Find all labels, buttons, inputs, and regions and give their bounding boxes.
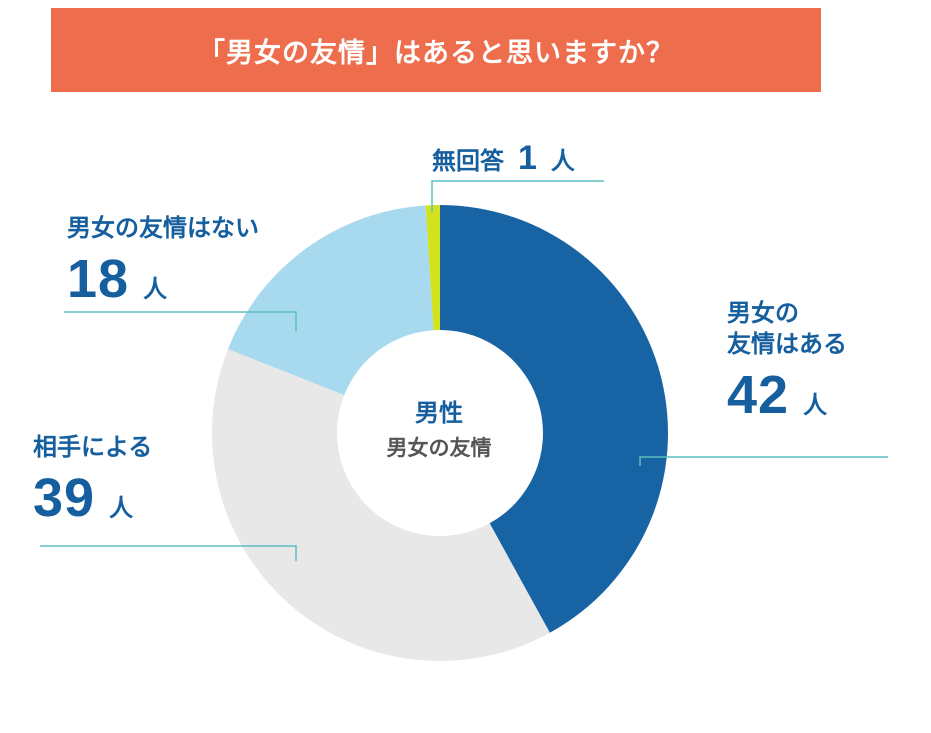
leader-line-no (64, 311, 297, 331)
slice-label-noanswer: 無回答 1 人 (432, 136, 575, 180)
slice-noanswer (425, 205, 440, 331)
center-label-topic: 男女の友情 (386, 436, 492, 460)
slice-value-depends: 39 (33, 468, 96, 529)
slice-unit-depends: 人 (109, 494, 134, 523)
slice-label-no: 男女の友情はない 18 人 (67, 213, 259, 314)
slice-unit-noanswer: 人 (550, 147, 575, 175)
slice-label-noanswer-line1: 無回答 (432, 147, 504, 175)
leader-line-yes (639, 456, 888, 466)
slice-unit-no: 人 (143, 275, 168, 304)
slice-label-no-line1: 男女の友情はない (67, 214, 259, 242)
slice-label-yes-line2: 友情はある (727, 330, 847, 359)
slice-value-no: 18 (67, 249, 130, 310)
slice-value-yes: 42 (727, 365, 790, 426)
donut-center-label: 男性 男女の友情 (339, 393, 539, 462)
slice-depends (212, 349, 550, 661)
slice-unit-yes: 人 (803, 391, 828, 420)
center-label-gender: 男性 (415, 399, 463, 427)
slice-value-noanswer: 1 (518, 139, 537, 177)
slice-label-yes-line1: 男女の (727, 299, 799, 327)
chart-title-banner: 「男女の友情」はあると思いますか？ (51, 8, 821, 92)
leader-line-depends (40, 545, 297, 561)
slice-label-yes: 男女の 友情はある 42 人 (727, 298, 847, 431)
slice-label-depends: 相手による 39 人 (33, 432, 152, 533)
slice-no (228, 205, 434, 396)
chart-title: 「男女の友情」はあると思いますか？ (198, 37, 674, 69)
slice-yes (440, 205, 669, 633)
slice-label-depends-line1: 相手による (33, 433, 153, 461)
leader-line-noanswer (431, 180, 604, 212)
